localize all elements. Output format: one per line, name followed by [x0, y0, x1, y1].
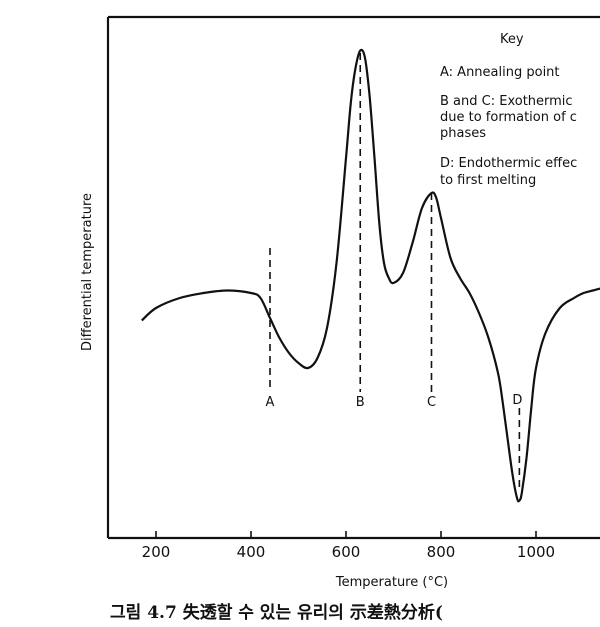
x-tick-label: 400 [237, 543, 266, 561]
y-axis-title: Differential temperature [80, 193, 95, 351]
legend-title: Key [500, 32, 524, 47]
x-tick-label: 200 [142, 543, 171, 561]
x-tick-label: 600 [332, 543, 361, 561]
legend-line: B and C: Exothermic [440, 94, 573, 109]
marker-label-d: D [512, 393, 522, 408]
marker-label-c: C [427, 395, 436, 410]
legend-line: D: Endothermic effec [440, 156, 577, 171]
x-tick-label: 800 [427, 543, 456, 561]
dta-curve [141, 48, 600, 503]
x-axis-title: Temperature (°C) [335, 575, 448, 590]
x-tick-labels: 200 400 600 800 1000 [142, 543, 555, 561]
legend-key: Key A: Annealing point B and C: Exotherm… [440, 32, 577, 188]
legend-line: phases [440, 126, 486, 141]
figure-caption: 그림 4.7 失透할 수 있는 유리의 示差熱分析( [110, 603, 443, 623]
marker-label-b: B [356, 395, 365, 410]
legend-line: due to formation of c [440, 110, 577, 125]
legend-line: A: Annealing point [440, 65, 560, 80]
x-tick-label: 1000 [517, 543, 555, 561]
x-ticks [155, 531, 537, 538]
legend-line: to first melting [440, 173, 536, 188]
marker-label-a: A [266, 395, 275, 410]
